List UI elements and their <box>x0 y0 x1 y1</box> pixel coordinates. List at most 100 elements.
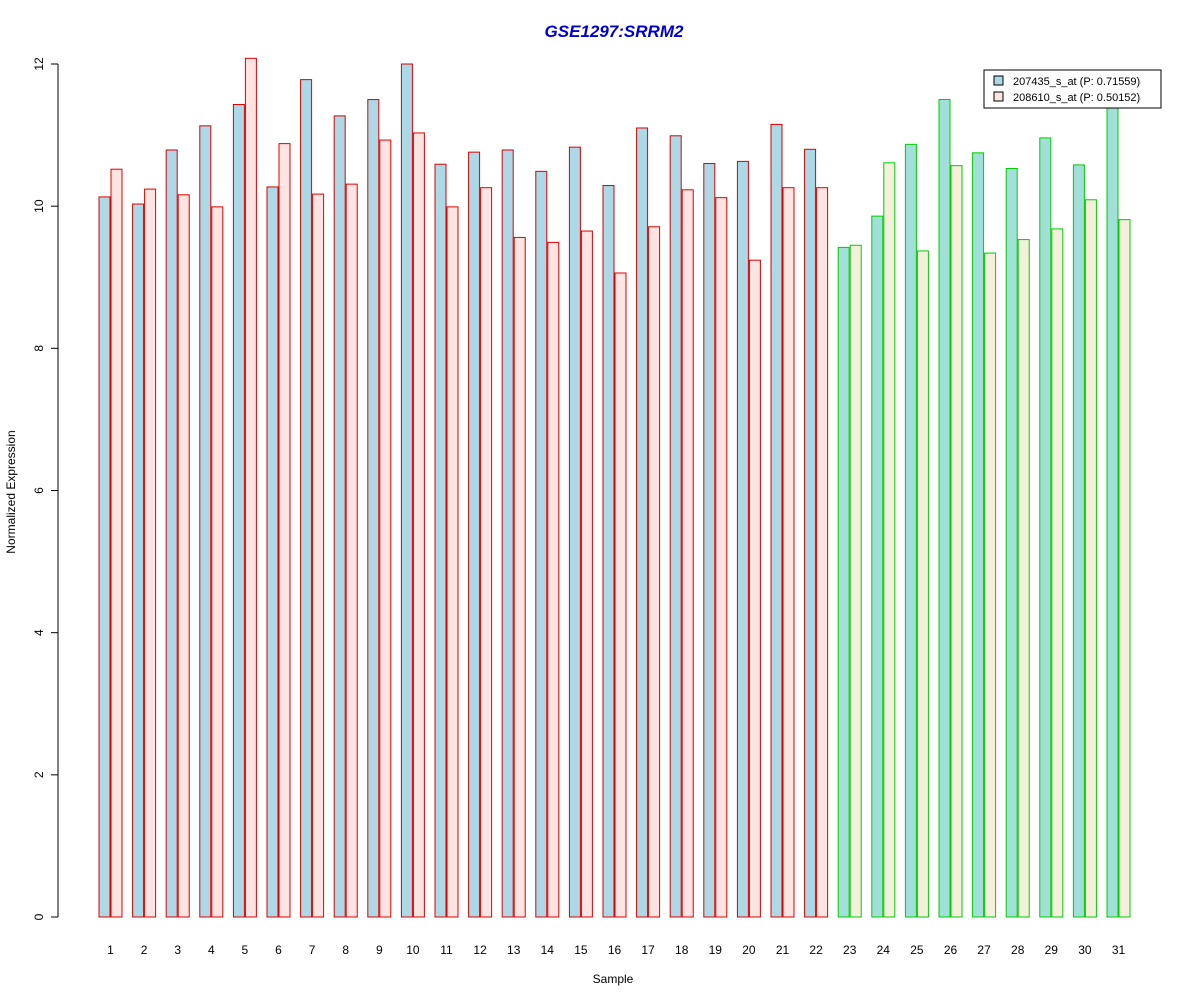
bar-208610-sample-14 <box>547 241 560 918</box>
bar-207435-sample-24 <box>871 215 884 918</box>
y-tick-label: 8 <box>32 345 46 352</box>
bar-207435-sample-7 <box>300 79 313 918</box>
bar-207435-sample-15 <box>568 146 581 918</box>
x-tick-label: 9 <box>376 943 383 957</box>
bar-208610-sample-31 <box>1118 219 1131 918</box>
chart-title: GSE1297:SRRM2 <box>545 22 684 41</box>
x-tick-label: 11 <box>440 943 453 957</box>
bar-208610-sample-28 <box>1017 239 1030 918</box>
legend-swatch-series-2 <box>993 91 1004 102</box>
x-tick-label: 6 <box>275 943 282 957</box>
bar-208610-sample-23 <box>849 244 862 918</box>
bar-207435-sample-28 <box>1005 167 1018 918</box>
x-tick-label: 8 <box>342 943 349 957</box>
bar-208610-sample-17 <box>648 226 661 918</box>
y-axis-label: Normalized Expression <box>4 430 18 553</box>
bar-208610-sample-18 <box>681 189 694 918</box>
bar-207435-sample-1 <box>98 196 111 918</box>
bar-207435-sample-11 <box>434 163 447 918</box>
bar-208610-sample-30 <box>1084 199 1097 918</box>
bar-207435-sample-9 <box>367 99 380 918</box>
bar-208610-sample-29 <box>1051 228 1064 918</box>
x-tick-label: 24 <box>877 943 891 957</box>
x-tick-label: 15 <box>574 943 588 957</box>
bar-208610-sample-13 <box>513 236 526 918</box>
y-tick-label: 12 <box>32 57 46 71</box>
x-tick-label: 28 <box>1011 943 1025 957</box>
bar-207435-sample-3 <box>165 149 178 918</box>
legend-label-series-2: 208610_s_at (P: 0.50152) <box>1013 92 1140 104</box>
y-tick-label: 6 <box>32 487 46 494</box>
y-tick-label: 10 <box>32 199 46 213</box>
legend-box <box>983 69 1162 109</box>
bar-207435-sample-29 <box>1039 137 1052 918</box>
x-tick-label: 22 <box>809 943 823 957</box>
bar-207435-sample-21 <box>770 123 783 918</box>
bar-208610-sample-1 <box>110 168 123 918</box>
bar-208610-sample-2 <box>144 188 157 918</box>
bar-207435-sample-18 <box>669 135 682 918</box>
bar-207435-sample-4 <box>199 125 212 918</box>
x-tick-label: 1 <box>107 943 114 957</box>
bar-208610-sample-12 <box>480 187 493 918</box>
bar-208610-sample-9 <box>379 139 392 918</box>
bar-208610-sample-24 <box>883 162 896 918</box>
x-tick-labels: 1 2 3 4 5 6 7 8 9 10 11 12 13 14 15 16 17 18 19 20 21 22 23 24 2… <box>107 943 1125 957</box>
bar-207435-sample-23 <box>837 246 850 918</box>
x-tick-label: 16 <box>608 943 622 957</box>
legend: 207435_s_at (P: 0.71559) 208610_s_at (P:… <box>983 69 1162 109</box>
x-tick-label: 23 <box>843 943 857 957</box>
x-tick-label: 30 <box>1078 943 1092 957</box>
x-tick-label: 25 <box>910 943 924 957</box>
x-tick-label: 7 <box>309 943 316 957</box>
bar-207435-sample-22 <box>804 148 817 918</box>
bar-207435-sample-13 <box>501 149 514 918</box>
bar-208610-sample-8 <box>345 183 358 918</box>
bar-208610-sample-7 <box>312 193 325 918</box>
bar-207435-sample-26 <box>938 99 951 918</box>
legend-label-series-1: 207435_s_at (P: 0.71559) <box>1013 76 1140 88</box>
bar-207435-sample-17 <box>636 127 649 918</box>
bar-208610-sample-21 <box>782 187 795 918</box>
x-tick-label: 3 <box>174 943 181 957</box>
x-tick-label: 17 <box>641 943 655 957</box>
bar-207435-sample-31 <box>1106 106 1119 918</box>
bar-207435-sample-19 <box>703 163 716 918</box>
x-tick-label: 26 <box>944 943 958 957</box>
x-tick-label: 20 <box>742 943 756 957</box>
bar-207435-sample-16 <box>602 185 615 918</box>
bar-207435-sample-14 <box>535 170 548 918</box>
x-tick-label: 13 <box>507 943 521 957</box>
bar-208610-sample-15 <box>580 230 593 918</box>
bar-207435-sample-8 <box>333 115 346 918</box>
bar-208610-sample-22 <box>816 187 829 918</box>
y-tick-label: 4 <box>32 629 46 636</box>
bar-207435-sample-5 <box>232 104 245 918</box>
bar-208610-sample-11 <box>446 206 459 918</box>
y-tick-label: 2 <box>32 771 46 778</box>
x-tick-label: 2 <box>141 943 148 957</box>
x-tick-label: 18 <box>675 943 689 957</box>
x-tick-label: 14 <box>541 943 555 957</box>
bar-208610-sample-10 <box>412 132 425 918</box>
bar-208610-sample-6 <box>278 143 291 918</box>
bar-208610-sample-3 <box>177 194 190 918</box>
bar-207435-sample-20 <box>736 160 749 918</box>
bar-207435-sample-10 <box>400 63 413 918</box>
x-tick-label: 4 <box>208 943 215 957</box>
bar-208610-sample-16 <box>614 272 627 918</box>
x-tick-label: 12 <box>473 943 487 957</box>
bar-207435-sample-2 <box>132 203 145 918</box>
bar-208610-sample-26 <box>950 165 963 918</box>
x-tick-label: 10 <box>406 943 420 957</box>
x-axis-label: Sample <box>593 972 634 986</box>
legend-swatch-series-1 <box>993 75 1004 86</box>
bar-208610-sample-4 <box>211 206 224 918</box>
x-tick-label: 19 <box>709 943 723 957</box>
y-tick-label: 0 <box>32 913 46 920</box>
bars-group <box>98 57 1131 918</box>
x-tick-label: 5 <box>242 943 249 957</box>
bar-207435-sample-12 <box>468 151 481 918</box>
